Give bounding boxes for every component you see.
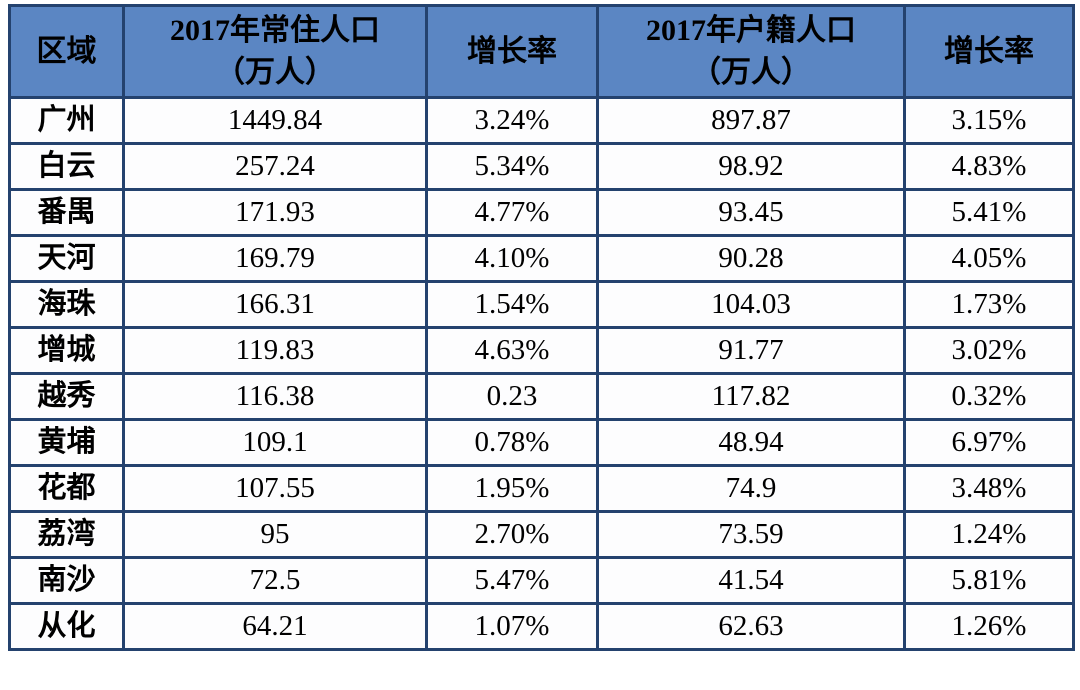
registered-population-cell: 48.94 [596,418,906,467]
registered-growth-cell: 1.73% [903,280,1075,329]
resident-population-cell: 169.79 [122,234,428,283]
resident-population-cell: 116.38 [122,372,428,421]
table-row: 黄埔 109.1 0.78% 48.94 6.97% [8,418,1075,467]
resident-growth-cell: 0.23 [425,372,599,421]
table-row: 番禺 171.93 4.77% 93.45 5.41% [8,188,1075,237]
registered-growth-cell: 0.32% [903,372,1075,421]
registered-growth-cell: 3.48% [903,464,1075,513]
registered-growth-cell: 5.81% [903,556,1075,605]
registered-population-cell: 117.82 [596,372,906,421]
header-resident-growth: 增长率 [425,4,599,99]
registered-growth-cell: 3.02% [903,326,1075,375]
header-registered-growth: 增长率 [903,4,1075,99]
region-cell: 天河 [8,234,125,283]
registered-population-cell: 41.54 [596,556,906,605]
registered-population-cell: 104.03 [596,280,906,329]
registered-growth-cell: 5.41% [903,188,1075,237]
table-row: 广州 1449.84 3.24% 897.87 3.15% [8,96,1075,145]
table-row: 天河 169.79 4.10% 90.28 4.05% [8,234,1075,283]
registered-population-cell: 74.9 [596,464,906,513]
region-cell: 荔湾 [8,510,125,559]
region-cell: 广州 [8,96,125,145]
resident-growth-cell: 0.78% [425,418,599,467]
header-region-label: 区域 [36,34,97,68]
resident-growth-cell: 3.24% [425,96,599,145]
registered-population-cell: 91.77 [596,326,906,375]
header-registered-line1: 2017年户籍人口 [646,14,856,48]
registered-growth-cell: 1.24% [903,510,1075,559]
header-resident-line1: 2017年常住人口 [170,14,380,48]
resident-population-cell: 1449.84 [122,96,428,145]
resident-growth-cell: 2.70% [425,510,599,559]
table-row: 白云 257.24 5.34% 98.92 4.83% [8,142,1075,191]
resident-population-cell: 109.1 [122,418,428,467]
table-row: 南沙 72.5 5.47% 41.54 5.81% [8,556,1075,605]
resident-growth-cell: 4.10% [425,234,599,283]
table-row: 花都 107.55 1.95% 74.9 3.48% [8,464,1075,513]
resident-growth-cell: 1.54% [425,280,599,329]
table-row: 荔湾 95 2.70% 73.59 1.24% [8,510,1075,559]
region-cell: 从化 [8,602,125,651]
resident-growth-cell: 5.47% [425,556,599,605]
region-cell: 白云 [8,142,125,191]
resident-growth-cell: 1.07% [425,602,599,651]
header-registered-line2: （万人） [691,55,811,89]
header-registered-population: 2017年户籍人口 （万人） [596,4,906,99]
resident-population-cell: 171.93 [122,188,428,237]
resident-growth-cell: 5.34% [425,142,599,191]
region-cell: 海珠 [8,280,125,329]
registered-population-cell: 897.87 [596,96,906,145]
header-resident-line2: （万人） [215,55,335,89]
region-cell: 花都 [8,464,125,513]
resident-population-cell: 72.5 [122,556,428,605]
registered-growth-cell: 1.26% [903,602,1075,651]
table-header: 区域 2017年常住人口 （万人） 增长率 2017年户籍人口 （万人） 增长率 [8,4,1075,99]
table-row: 越秀 116.38 0.23 117.82 0.32% [8,372,1075,421]
resident-population-cell: 166.31 [122,280,428,329]
resident-growth-cell: 1.95% [425,464,599,513]
resident-growth-cell: 4.63% [425,326,599,375]
registered-population-cell: 98.92 [596,142,906,191]
header-registered-growth-label: 增长率 [944,34,1034,68]
region-cell: 越秀 [8,372,125,421]
registered-growth-cell: 3.15% [903,96,1075,145]
header-resident-population: 2017年常住人口 （万人） [122,4,428,99]
population-table: 区域 2017年常住人口 （万人） 增长率 2017年户籍人口 （万人） 增长率… [8,4,1075,651]
region-cell: 增城 [8,326,125,375]
region-cell: 南沙 [8,556,125,605]
resident-growth-cell: 4.77% [425,188,599,237]
resident-population-cell: 64.21 [122,602,428,651]
resident-population-cell: 107.55 [122,464,428,513]
table-row: 增城 119.83 4.63% 91.77 3.02% [8,326,1075,375]
registered-growth-cell: 4.83% [903,142,1075,191]
resident-population-cell: 119.83 [122,326,428,375]
registered-population-cell: 93.45 [596,188,906,237]
header-row: 区域 2017年常住人口 （万人） 增长率 2017年户籍人口 （万人） 增长率 [8,4,1075,99]
resident-population-cell: 95 [122,510,428,559]
registered-growth-cell: 6.97% [903,418,1075,467]
registered-population-cell: 73.59 [596,510,906,559]
header-resident-growth-label: 增长率 [467,34,557,68]
registered-population-cell: 62.63 [596,602,906,651]
region-cell: 番禺 [8,188,125,237]
registered-population-cell: 90.28 [596,234,906,283]
registered-growth-cell: 4.05% [903,234,1075,283]
region-cell: 黄埔 [8,418,125,467]
table-body: 广州 1449.84 3.24% 897.87 3.15% 白云 257.24 … [8,96,1075,651]
header-region: 区域 [8,4,125,99]
table-row: 海珠 166.31 1.54% 104.03 1.73% [8,280,1075,329]
resident-population-cell: 257.24 [122,142,428,191]
table-row: 从化 64.21 1.07% 62.63 1.26% [8,602,1075,651]
